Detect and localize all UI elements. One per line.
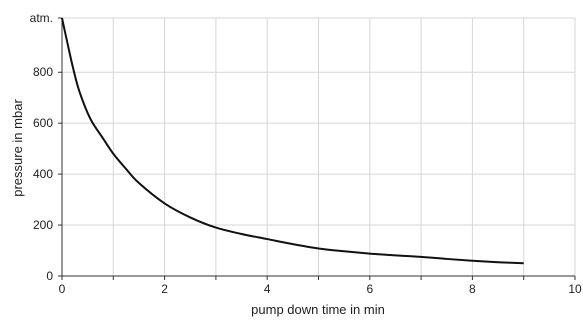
x-tick-label: 6 — [366, 282, 373, 296]
grid — [61, 17, 576, 277]
y-tick-label: 600 — [33, 116, 53, 130]
y-tick-label: 800 — [33, 65, 53, 79]
y-tick-label: 200 — [33, 218, 53, 232]
ticks: 0 2 4 6 8 10 0 200 400 600 800 atm. — [30, 11, 582, 296]
y-tick-label: 400 — [33, 167, 53, 181]
series-group — [61, 17, 524, 265]
x-tick-label: 8 — [469, 282, 476, 296]
x-tick-label: 0 — [59, 282, 66, 296]
y-tick-label: 0 — [46, 269, 53, 283]
x-axis-title: pump down time in min — [251, 302, 385, 317]
x-tick-label: 10 — [568, 282, 582, 296]
x-tick-label: 4 — [264, 282, 271, 296]
y-tick-label: atm. — [30, 11, 53, 25]
y-axis-title: pressure in mbar — [10, 99, 25, 197]
x-tick-label: 2 — [161, 282, 168, 296]
pressure-curve — [61, 17, 524, 265]
